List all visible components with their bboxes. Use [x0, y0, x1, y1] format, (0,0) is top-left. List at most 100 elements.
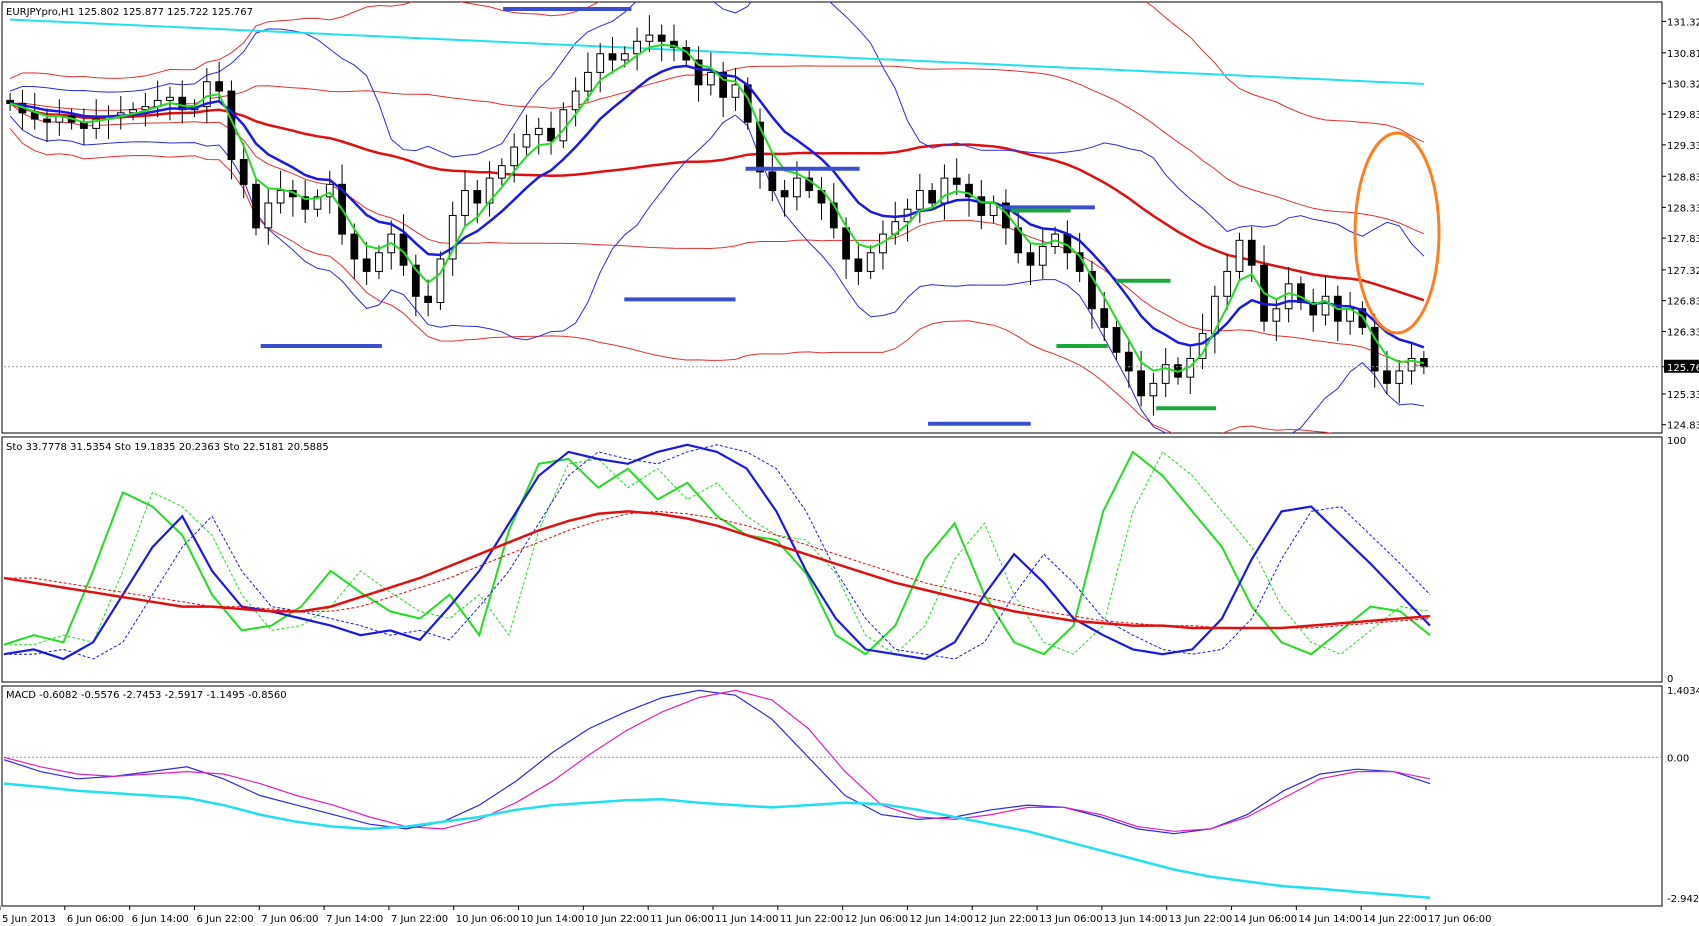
candle-body	[362, 258, 371, 272]
stochastic-pane[interactable]: Sto 33.7778 31.5354 Sto 19.1835 20.2363 …	[1, 436, 1686, 685]
price-pane-frame	[1, 1, 1663, 434]
candle-body	[1223, 270, 1232, 297]
stochastic-signal-line	[4, 444, 1431, 660]
candle	[276, 170, 285, 214]
time-tick-label: 13 Jun 22:00	[1169, 914, 1233, 925]
candle	[854, 242, 863, 286]
blue-band-upper	[9, 2, 1425, 257]
red-band-lower	[9, 128, 1333, 433]
blue-band-lower	[9, 114, 1424, 433]
price-tick-label: 127.835	[1667, 234, 1699, 245]
candle	[1247, 226, 1256, 282]
candle-body	[756, 121, 764, 173]
candle-body	[854, 258, 863, 272]
time-tick-label: 13 Jun 06:00	[1039, 914, 1103, 925]
candle	[866, 245, 875, 279]
price-tick-label: 130.815	[1667, 49, 1699, 60]
stochastic-axis: 100 0	[1667, 436, 1686, 685]
time-tick-label: 14 Jun 14:00	[1298, 914, 1362, 925]
candle-body	[620, 53, 629, 61]
candle-body	[596, 53, 605, 73]
candle-body	[1088, 270, 1096, 310]
candle	[497, 158, 506, 186]
stochastic-pane-title: Sto 33.7778 31.5354 Sto 19.1835 20.2363 …	[6, 442, 329, 453]
candle-body	[43, 118, 51, 123]
candle-body	[866, 252, 875, 272]
candle-body	[202, 81, 211, 108]
candle-body	[1321, 295, 1330, 316]
candle	[141, 92, 150, 127]
candle-body	[497, 165, 506, 179]
candle-body	[977, 196, 986, 216]
candle-body	[793, 177, 801, 198]
candle	[264, 189, 273, 245]
candle-body	[928, 190, 937, 204]
candle-body	[1272, 308, 1281, 322]
time-tick-label: 7 Jun 22:00	[391, 914, 448, 925]
candle-body	[547, 127, 555, 142]
candle	[252, 176, 260, 236]
candle	[571, 77, 580, 127]
candle-body	[166, 96, 174, 101]
candle-body	[301, 196, 310, 210]
candle-body	[1370, 326, 1379, 372]
candle-body	[239, 158, 248, 185]
candle	[436, 251, 445, 310]
time-tick-label: 14 Jun 06:00	[1234, 914, 1298, 925]
macd-axis: 1.4034 0.00 -2.9429	[1667, 686, 1699, 905]
candle-body	[657, 34, 666, 42]
candle-body	[534, 127, 543, 136]
candle	[608, 36, 617, 74]
macd-pane-frame	[1, 685, 1663, 907]
candle	[1038, 229, 1047, 279]
candle-body	[141, 106, 150, 111]
time-tick-label: 10 Jun 22:00	[585, 914, 649, 925]
time-tick-label: 11 Jun 06:00	[650, 914, 714, 925]
stochastic-signal-line	[4, 510, 1431, 629]
candle	[670, 24, 678, 62]
candle	[1284, 267, 1293, 323]
price-tick-label: 129.335	[1667, 141, 1699, 152]
orange-ellipse-annotation	[1353, 131, 1441, 335]
time-tick-label: 13 Jun 14:00	[1104, 914, 1168, 925]
candle-body	[424, 295, 432, 304]
stochastic-tick-label: 0	[1667, 674, 1673, 685]
stochastic-pane-frame	[1, 436, 1663, 683]
macd-tick-label: 1.4034	[1667, 686, 1699, 697]
candle	[1112, 319, 1121, 360]
candle	[1149, 372, 1158, 416]
candle	[915, 173, 924, 223]
macd-pane[interactable]: MACD -0.6082 -0.5576 -2.7453 -2.5917 -1.…	[1, 685, 1699, 907]
candle-body	[1112, 326, 1121, 353]
candle	[829, 183, 838, 239]
time-tick-label: 17 Jun 06:00	[1428, 914, 1492, 925]
candle	[805, 170, 814, 199]
green-ema	[9, 43, 1425, 373]
macd-line	[3, 689, 1431, 835]
time-tick-label: 12 Jun 14:00	[909, 914, 973, 925]
candle-body	[965, 183, 973, 198]
candle	[952, 158, 961, 195]
candle	[1124, 338, 1133, 388]
candle-body	[768, 171, 777, 192]
candle	[375, 245, 383, 279]
macd-tick-label: -2.9429	[1667, 894, 1699, 905]
candle	[928, 183, 937, 211]
time-tick-label: 7 Jun 14:00	[326, 914, 383, 925]
price-pane[interactable]: EURJPYpro,H1 125.802 125.877 125.722 125…	[1, 0, 1699, 458]
candle-body	[1161, 364, 1170, 384]
price-axis: 131.320 130.815 130.325 129.830 129.335 128.8…	[1662, 17, 1699, 432]
candle	[706, 52, 715, 96]
candle	[633, 27, 641, 71]
candle-body	[1383, 370, 1391, 384]
candle-body	[719, 71, 728, 98]
candle-body	[473, 190, 482, 204]
candle	[547, 111, 555, 155]
candle	[584, 52, 592, 102]
red-band-mid-lower	[9, 103, 1425, 368]
candle-body	[92, 118, 101, 129]
stochastic-main-line	[3, 510, 1431, 630]
candle-body	[1284, 283, 1293, 310]
